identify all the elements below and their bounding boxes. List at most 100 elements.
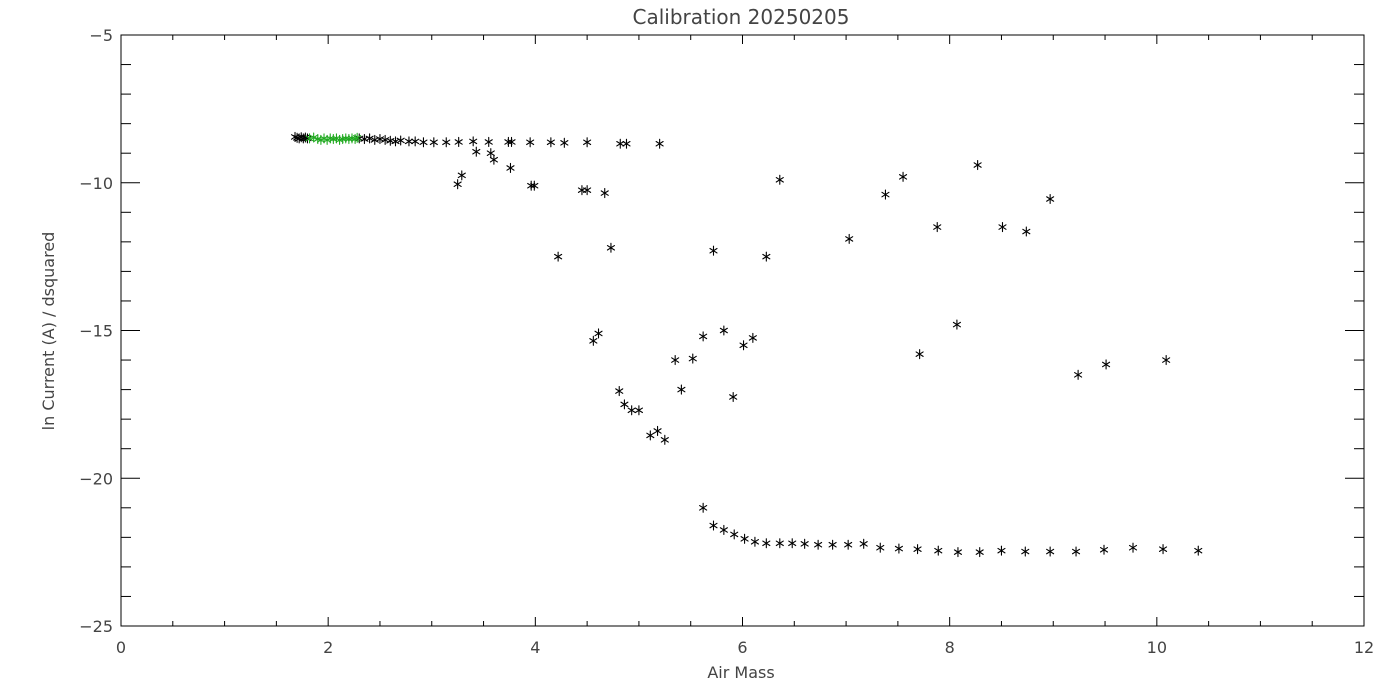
data-point	[1074, 369, 1083, 380]
data-point	[616, 138, 625, 149]
data-point	[577, 185, 587, 196]
data-point	[750, 536, 759, 547]
data-point	[353, 132, 362, 143]
data-point	[620, 399, 629, 410]
data-point	[396, 135, 405, 146]
data-point	[828, 539, 837, 550]
data-point	[998, 222, 1007, 233]
data-point	[975, 547, 984, 558]
data-point	[489, 154, 498, 165]
data-point	[1021, 546, 1030, 557]
data-point	[1162, 354, 1171, 366]
data-point	[762, 251, 771, 262]
data-point	[560, 137, 569, 148]
data-point	[677, 384, 686, 395]
data-point	[719, 524, 728, 536]
data-point	[898, 171, 908, 182]
data-point	[762, 538, 771, 549]
data-point	[583, 137, 592, 148]
data-point	[788, 538, 797, 549]
data-point	[1128, 542, 1138, 553]
x-tick-label: 4	[530, 638, 540, 657]
x-tick-label: 0	[116, 638, 126, 657]
data-point	[775, 538, 784, 549]
data-point	[615, 386, 624, 397]
data-point	[881, 189, 890, 200]
data-point	[709, 245, 718, 256]
data-point	[1102, 359, 1111, 370]
x-axis-label: Air Mass	[707, 663, 774, 682]
data-point	[504, 136, 513, 148]
plot-frame	[120, 34, 1365, 627]
data-point	[915, 349, 924, 360]
data-point	[660, 434, 669, 445]
data-point	[933, 222, 942, 233]
data-point	[845, 233, 854, 244]
data-point	[634, 405, 643, 416]
axis-tick-labels: 0 2 4 6 8 10 12 −25 −20 −15 −10 −5	[79, 26, 1374, 657]
x-tick-label: 8	[945, 638, 955, 657]
data-point	[729, 391, 738, 403]
y-tick-label: −20	[79, 469, 113, 488]
data-point	[404, 136, 414, 147]
data-point	[484, 136, 493, 148]
data-point	[688, 353, 697, 364]
data-point	[506, 162, 515, 174]
data-point	[934, 545, 943, 556]
data-point	[600, 188, 609, 199]
data-point	[457, 170, 466, 181]
data-point	[589, 335, 598, 346]
data-point	[606, 242, 616, 253]
data-point	[546, 137, 555, 148]
data-point	[583, 185, 592, 196]
data-point	[360, 133, 369, 145]
data-point	[594, 328, 603, 339]
data-point	[365, 133, 374, 144]
data-point	[469, 136, 478, 147]
data-point	[1046, 193, 1055, 205]
data-point	[699, 502, 708, 513]
data-point	[973, 159, 982, 171]
data-point	[775, 174, 784, 185]
data-point	[646, 430, 655, 441]
data-point	[429, 137, 438, 148]
data-point	[627, 405, 636, 416]
data-point	[913, 544, 922, 555]
y-tick-label: −15	[79, 322, 113, 341]
data-point	[739, 340, 748, 351]
x-tick-label: 2	[323, 638, 333, 657]
data-point	[730, 529, 739, 540]
data-point	[454, 136, 463, 148]
data-point	[876, 542, 885, 553]
data-point	[622, 138, 631, 149]
data-point	[740, 533, 749, 544]
data-point	[814, 539, 823, 550]
data-point	[699, 331, 708, 342]
data-points	[290, 131, 1203, 558]
data-point	[1071, 546, 1081, 557]
data-point	[1194, 545, 1203, 556]
x-tick-label: 10	[1147, 638, 1167, 657]
data-point	[748, 332, 757, 343]
data-point	[655, 138, 664, 149]
data-point	[526, 137, 535, 148]
data-point	[486, 148, 495, 159]
data-point	[530, 180, 539, 191]
y-tick-label: −5	[89, 26, 113, 45]
y-tick-label: −10	[79, 174, 113, 193]
data-point	[709, 520, 718, 531]
data-point	[411, 136, 420, 147]
data-point	[309, 132, 318, 143]
data-point	[844, 539, 853, 550]
data-point	[1022, 226, 1031, 237]
data-point	[671, 354, 680, 366]
data-point	[554, 251, 563, 262]
data-point	[472, 146, 481, 157]
data-point	[453, 179, 462, 190]
data-point	[1099, 544, 1109, 555]
x-tick-label: 6	[737, 638, 747, 657]
chart-title: Calibration 20250205	[633, 5, 850, 29]
data-point	[894, 543, 903, 554]
